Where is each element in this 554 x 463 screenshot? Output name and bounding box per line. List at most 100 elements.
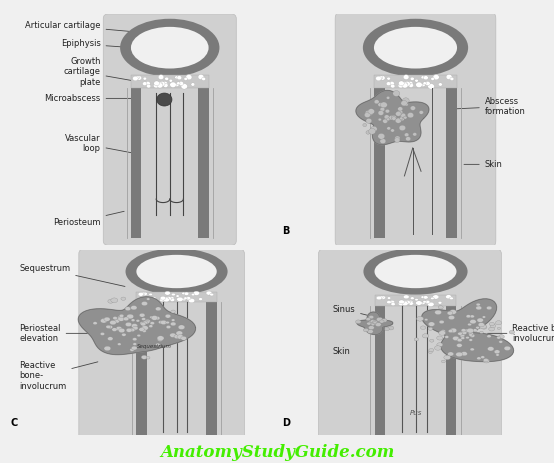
Circle shape (375, 323, 381, 326)
Circle shape (370, 320, 375, 324)
Ellipse shape (131, 27, 209, 69)
Text: Skin: Skin (332, 347, 350, 357)
Circle shape (199, 298, 203, 300)
Circle shape (142, 292, 147, 296)
Circle shape (117, 343, 121, 345)
FancyBboxPatch shape (79, 248, 244, 441)
Circle shape (416, 82, 422, 88)
Text: Periosteal
elevation: Periosteal elevation (19, 324, 106, 343)
Circle shape (398, 107, 403, 111)
Circle shape (389, 115, 394, 120)
Circle shape (170, 82, 176, 88)
Circle shape (365, 113, 371, 118)
Circle shape (165, 77, 168, 81)
Circle shape (466, 328, 474, 333)
Circle shape (156, 343, 160, 346)
Circle shape (156, 307, 161, 311)
Circle shape (376, 317, 383, 322)
Circle shape (176, 331, 183, 336)
Circle shape (430, 297, 434, 300)
Bar (375, 306, 385, 435)
Circle shape (477, 318, 484, 322)
Text: Epiphysis: Epiphysis (61, 39, 144, 49)
Circle shape (138, 292, 143, 296)
Circle shape (100, 319, 107, 323)
Circle shape (499, 340, 502, 343)
Circle shape (165, 291, 170, 295)
Circle shape (403, 116, 407, 119)
Circle shape (119, 328, 125, 333)
Circle shape (142, 330, 146, 332)
Circle shape (439, 331, 445, 335)
Bar (207, 302, 217, 435)
Circle shape (169, 297, 175, 300)
Circle shape (136, 319, 140, 322)
Circle shape (400, 113, 406, 118)
Circle shape (373, 321, 377, 324)
Circle shape (133, 343, 137, 345)
Ellipse shape (126, 248, 228, 294)
Circle shape (395, 136, 400, 140)
Circle shape (391, 84, 395, 88)
Circle shape (448, 330, 453, 333)
Circle shape (391, 116, 396, 120)
Circle shape (376, 76, 381, 81)
Circle shape (404, 103, 408, 106)
Circle shape (408, 300, 413, 304)
Circle shape (450, 77, 454, 81)
Circle shape (470, 334, 475, 338)
Circle shape (150, 316, 153, 319)
Circle shape (186, 75, 192, 80)
Circle shape (499, 335, 504, 338)
Circle shape (393, 91, 400, 96)
Circle shape (438, 83, 442, 86)
Circle shape (107, 337, 113, 341)
Circle shape (386, 96, 390, 99)
Circle shape (170, 333, 176, 338)
Circle shape (456, 344, 462, 347)
Bar (141, 88, 198, 238)
Circle shape (135, 76, 140, 79)
Circle shape (363, 124, 367, 127)
Circle shape (461, 337, 465, 339)
Circle shape (157, 338, 163, 341)
Circle shape (131, 319, 135, 321)
Circle shape (210, 293, 214, 296)
Circle shape (404, 81, 410, 87)
Circle shape (470, 315, 474, 318)
Circle shape (421, 83, 425, 87)
Circle shape (383, 119, 388, 123)
Circle shape (424, 319, 428, 321)
Circle shape (178, 81, 183, 86)
Circle shape (387, 77, 391, 80)
Text: A: A (141, 166, 149, 176)
Circle shape (140, 322, 145, 325)
Circle shape (181, 336, 187, 340)
Circle shape (149, 325, 153, 327)
Circle shape (386, 82, 391, 86)
Circle shape (366, 119, 372, 123)
Circle shape (449, 297, 453, 300)
Circle shape (469, 334, 473, 336)
Circle shape (417, 316, 424, 321)
Circle shape (181, 84, 187, 89)
Circle shape (374, 100, 379, 104)
Circle shape (175, 83, 178, 87)
Text: Vascular
loop: Vascular loop (65, 134, 153, 157)
Circle shape (365, 110, 372, 116)
Circle shape (448, 352, 454, 356)
Circle shape (198, 75, 204, 80)
Circle shape (157, 83, 163, 88)
Circle shape (118, 317, 125, 321)
Circle shape (177, 297, 183, 301)
Circle shape (425, 81, 430, 86)
Circle shape (447, 311, 453, 315)
Circle shape (132, 76, 138, 81)
Circle shape (176, 295, 179, 297)
Circle shape (183, 298, 186, 300)
Circle shape (489, 327, 495, 331)
Text: C: C (11, 418, 18, 428)
Circle shape (404, 133, 409, 137)
Circle shape (122, 333, 126, 336)
Circle shape (376, 296, 382, 300)
